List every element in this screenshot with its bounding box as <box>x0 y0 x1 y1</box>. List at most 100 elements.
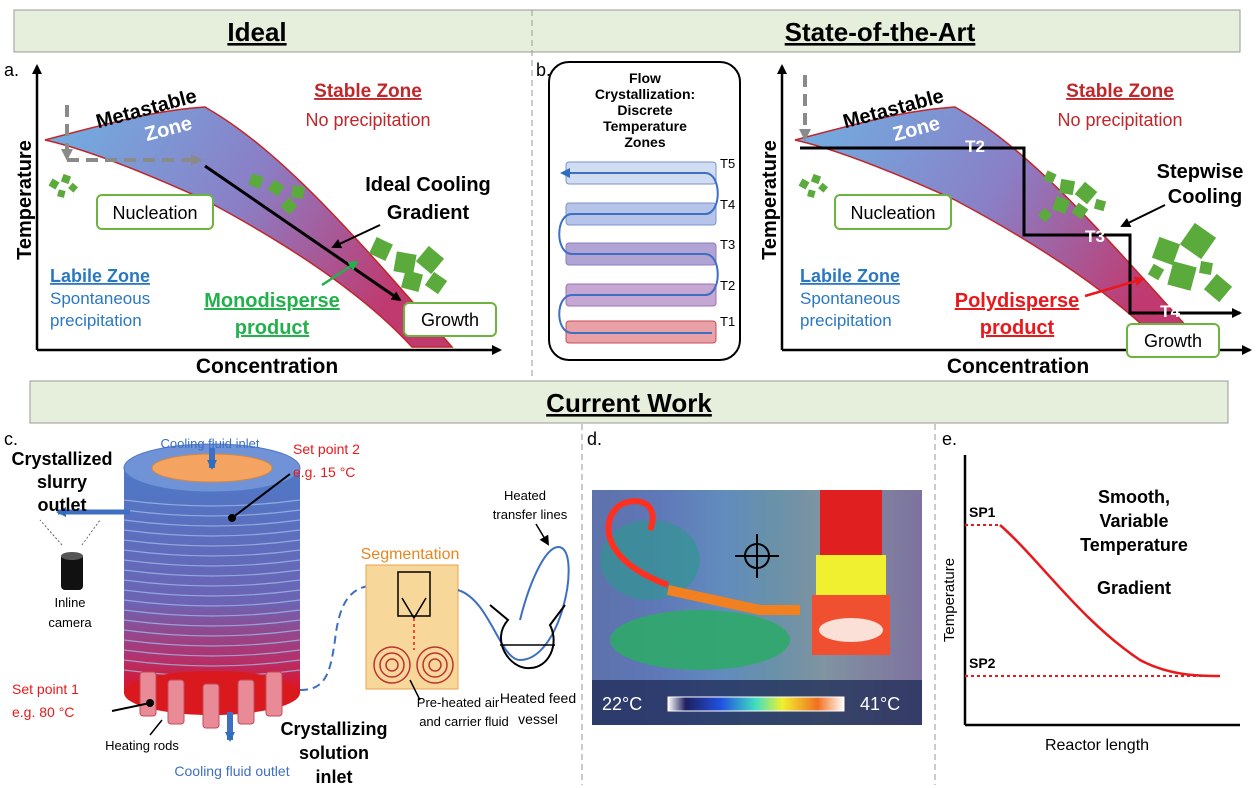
zone-label-T3: T3 <box>720 237 735 252</box>
thermal-region <box>600 520 700 600</box>
reactor-cylinder <box>124 468 300 693</box>
zone-label-T4: T4 <box>720 197 735 212</box>
growth-label: Growth <box>421 310 479 330</box>
monodisperse-label: Monodisperse <box>204 290 340 312</box>
segmentation-block <box>365 564 459 690</box>
panel-letter: a. <box>4 60 19 80</box>
zone-label-T2: T2 <box>720 278 735 293</box>
sp1-label: SP1 <box>969 504 996 520</box>
panel-c: c. Cooling fluid inlet Cooling fluid out… <box>4 429 576 787</box>
flow-title-line: Temperature <box>603 118 687 134</box>
panel-letter: e. <box>942 429 957 449</box>
preheated-leader <box>409 679 421 701</box>
segmentation-junction <box>397 571 431 617</box>
flow-title-line: Crystallization: <box>595 86 695 102</box>
transfer-label-1: Heated <box>504 488 546 503</box>
top-banner <box>13 9 1241 53</box>
solution-inlet-label-3: inlet <box>315 767 352 787</box>
set-point-1-label: Set point 1 <box>12 681 79 697</box>
polydisperse-label: Polydisperse <box>955 290 1080 312</box>
set-point-1-example: e.g. 80 °C <box>12 704 74 720</box>
set-point-2-example: e.g. 15 °C <box>293 464 355 480</box>
zone-label-T5: T5 <box>720 156 735 171</box>
thermal-tube <box>666 585 800 615</box>
banner-ideal: Ideal <box>227 17 286 47</box>
transfer-line <box>457 546 570 662</box>
nucleation-label: Nucleation <box>850 203 935 223</box>
stepwise-cooling-path <box>800 146 1242 318</box>
thermal-reactor-mid <box>816 555 886 595</box>
labile-zone-title: Labile Zone <box>50 266 150 286</box>
y-axis-label: Temperature <box>941 558 958 642</box>
camera-label-2: camera <box>48 615 92 630</box>
thermal-hotspot <box>819 618 883 642</box>
labile-zone-sub2: precipitation <box>800 311 892 330</box>
preheated-label-2: and carrier fluid <box>419 714 509 729</box>
flow-title-line: Discrete <box>617 102 672 118</box>
heating-rods-leader <box>149 719 163 736</box>
panel-e: e. SP1 SP2 Smooth, Variable Temperature … <box>941 429 1240 754</box>
transfer-leader <box>535 523 550 546</box>
set-point-1-dot <box>146 699 154 707</box>
temperature-profile-curve <box>999 524 1221 678</box>
stepwise-label-2: Cooling <box>1168 186 1242 208</box>
nucleation-box <box>834 194 952 230</box>
panel-letter: d. <box>587 429 602 449</box>
stepwise-pointer <box>1120 204 1166 227</box>
stable-zone-title: Stable Zone <box>1066 81 1174 102</box>
labile-zone-sub2: precipitation <box>50 311 142 330</box>
thermal-reactor-top <box>820 490 882 560</box>
y-axis-label: Temperature <box>14 140 36 260</box>
cooling-outlet-label: Cooling fluid outlet <box>174 763 289 779</box>
polydisperse-pointer <box>1084 276 1145 298</box>
sp2-label: SP2 <box>969 655 996 671</box>
y-axis-label: Temperature <box>759 140 781 260</box>
feed-vessel <box>489 604 566 670</box>
set-point-1-leader <box>111 702 151 712</box>
panel-b: b. Flow Crystallization: Discrete Temperatu… <box>536 60 741 361</box>
labile-zone-sub1: Spontaneous <box>50 289 150 308</box>
product-label: product <box>235 317 310 339</box>
temp-high-label: 41°C <box>860 694 900 714</box>
temp-low-label: 22°C <box>602 694 642 714</box>
cooling-label-1: Ideal Cooling <box>365 174 491 196</box>
camera-label-1: Inline <box>54 595 85 610</box>
x-axis-label: Concentration <box>196 355 338 378</box>
thermal-tube-hot <box>605 498 670 588</box>
labile-zone-title: Labile Zone <box>800 266 900 286</box>
metastable-zone <box>44 106 454 348</box>
zone-label-T1: T1 <box>720 314 735 329</box>
labile-zone-sub1: Spontaneous <box>800 289 900 308</box>
monodisperse-pointer <box>321 260 359 287</box>
heating-rods-label: Heating rods <box>105 738 179 753</box>
set-point-2-dot <box>228 514 236 522</box>
stable-zone-title: Stable Zone <box>314 81 422 102</box>
transfer-label-2: transfer lines <box>493 507 568 522</box>
flow-path <box>558 168 719 334</box>
gradient-title-2: Variable <box>1099 511 1168 531</box>
banner-current-work: Current Work <box>546 388 712 418</box>
gradient-title-4: Gradient <box>1097 578 1171 598</box>
stable-zone-sub: No precipitation <box>305 110 430 130</box>
cooling-gradient-arrow <box>204 164 402 302</box>
solution-inlet-label-1: Crystallizing <box>280 719 387 739</box>
x-axis-label: Concentration <box>947 355 1089 378</box>
gradient-title-1: Smooth, <box>1098 487 1170 507</box>
cooling-label-2: Gradient <box>387 202 470 224</box>
crystals-b <box>798 170 1233 303</box>
step-label-T4: T4 <box>1160 302 1180 321</box>
cooling-pointer <box>331 224 381 249</box>
segmentation-label: Segmentation <box>361 546 460 563</box>
solution-inlet-line <box>299 584 381 691</box>
preheat-coils <box>373 646 454 684</box>
camera-view-line <box>81 519 101 546</box>
step-label-T2: T2 <box>965 137 985 156</box>
product-label: product <box>980 317 1055 339</box>
camera-view-line <box>39 519 63 546</box>
flow-title: Flow Crystallization: Discrete Temperature Z… <box>595 70 695 150</box>
camera-lens-icon <box>61 552 83 560</box>
temperature-scale-bar <box>667 696 845 712</box>
feed-label-2: vessel <box>518 711 558 727</box>
panel-d: d. 22°C 41°C <box>587 429 922 725</box>
